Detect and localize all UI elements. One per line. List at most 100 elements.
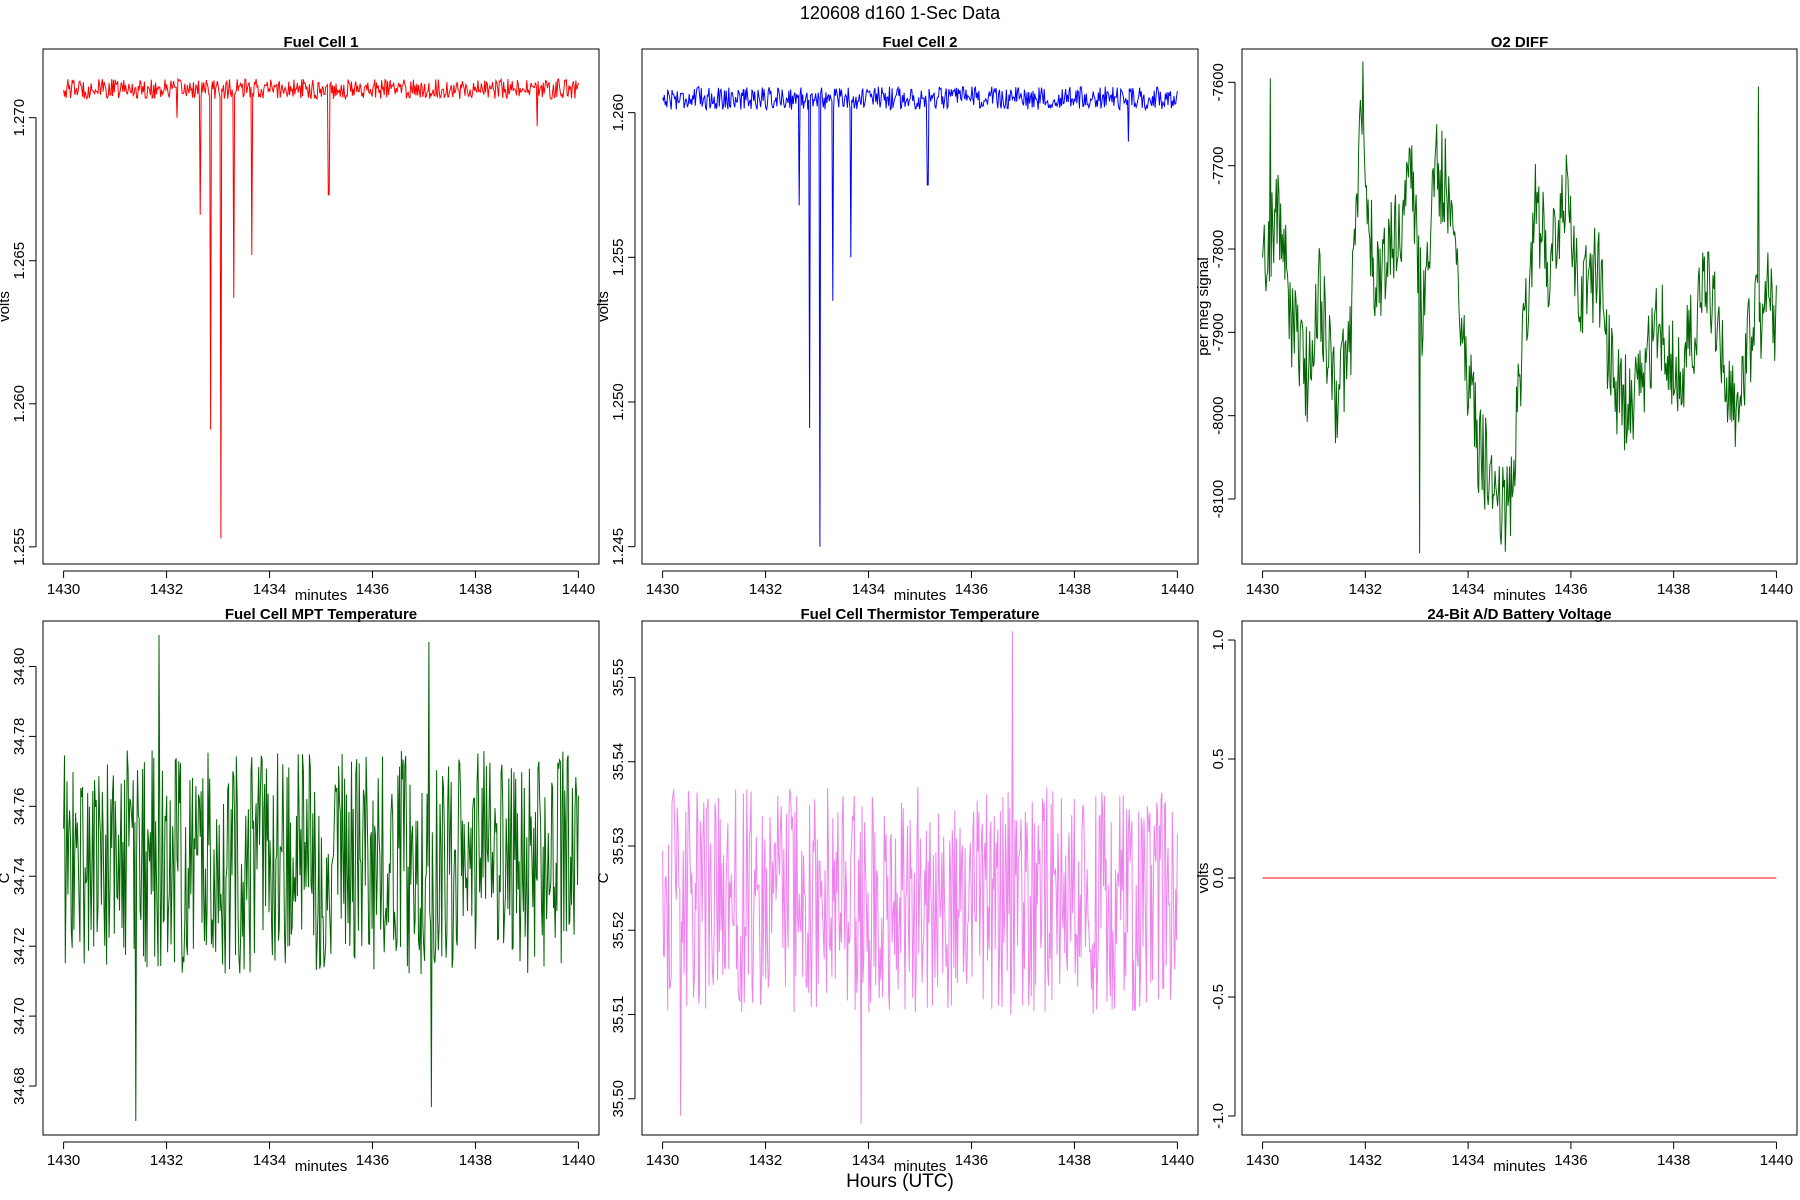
x-tick-label: 1438: [459, 581, 492, 598]
chart-fuel-cell-mpt-temperature: Fuel Cell MPT Temperature 1430 1432 1434 143…: [0, 606, 600, 1175]
x-tick-label: 1440: [1760, 581, 1793, 598]
x-tick-label: 1438: [459, 1152, 492, 1169]
x-tick-label: 1436: [356, 581, 389, 598]
chart-fuel-cell-thermistor-temperature: Fuel Cell Thermistor Temperature 1430 1432…: [595, 606, 1199, 1175]
x-axis-label: minutes: [894, 1158, 947, 1175]
x-tick-label: 1440: [562, 1152, 595, 1169]
y-tick-label: -8000: [1210, 396, 1227, 434]
chart-panels: Fuel Cell 1 1430 1432 1434 1436 1438 1440 minut…: [0, 34, 1798, 1175]
y-axis-label: volts: [0, 291, 13, 322]
y-axis-label: C: [595, 872, 612, 883]
y-tick-label: 35.51: [610, 996, 627, 1034]
series-line-fuel-cell-thermistor-temperature: [662, 631, 1178, 1125]
panel-title: Fuel Cell 1: [283, 34, 358, 51]
y-tick-label: 1.260: [610, 94, 627, 132]
x-tick-label: 1434: [253, 1152, 286, 1169]
series-line-fuel-cell-mpt-temperature: [63, 634, 579, 1122]
y-tick-label: 34.70: [11, 997, 28, 1035]
x-tick-label: 1436: [1554, 1152, 1587, 1169]
panel-title: 24-Bit A/D Battery Voltage: [1427, 606, 1611, 623]
chart-fuel-cell-1: Fuel Cell 1 1430 1432 1434 1436 1438 1440 minut…: [0, 34, 600, 604]
y-tick-label: -7600: [1210, 63, 1227, 101]
y-axis-label: per meg signal: [1195, 257, 1212, 355]
y-tick-label: 34.72: [11, 927, 28, 965]
x-tick-label: 1434: [852, 1152, 885, 1169]
y-tick-label: 35.54: [610, 743, 627, 781]
y-tick-label: 35.55: [610, 659, 627, 697]
y-tick-label: 1.250: [610, 383, 627, 421]
x-axis-label: minutes: [295, 1158, 348, 1175]
panel-title: Fuel Cell Thermistor Temperature: [801, 606, 1040, 623]
y-axis-label: C: [0, 872, 13, 883]
chart-24-bit-a-d-battery-voltage: 24-Bit A/D Battery Voltage 1430 1432 1434 14…: [1195, 606, 1798, 1175]
x-tick-label: 1430: [1246, 581, 1279, 598]
x-tick-label: 1432: [150, 1152, 183, 1169]
x-tick-label: 1438: [1657, 581, 1690, 598]
x-tick-label: 1432: [1349, 581, 1382, 598]
series-line-fuel-cell-2: [662, 85, 1178, 547]
x-tick-label: 1434: [1451, 1152, 1484, 1169]
chart-o2-diff: O2 DIFF 1430 1432 1434 1436 1438 1440 minutes -8…: [1195, 34, 1798, 604]
y-tick-label: 1.270: [11, 99, 28, 137]
x-axis-label: minutes: [295, 587, 348, 604]
x-tick-label: 1430: [47, 581, 80, 598]
x-tick-label: 1432: [749, 581, 782, 598]
panel-title: Fuel Cell 2: [882, 34, 957, 51]
x-axis-label: minutes: [1493, 1158, 1546, 1175]
y-tick-label: 1.255: [11, 528, 28, 566]
y-tick-label: 34.80: [11, 648, 28, 686]
y-tick-label: 34.74: [11, 857, 28, 895]
y-tick-label: 1.0: [1210, 630, 1227, 651]
plot-frame: [1241, 620, 1798, 1136]
y-tick-label: 35.50: [610, 1080, 627, 1118]
x-tick-label: 1432: [1349, 1152, 1382, 1169]
y-tick-label: 35.52: [610, 911, 627, 949]
y-tick-label: 1.245: [610, 528, 627, 566]
y-axis-label: volts: [595, 291, 612, 322]
x-tick-label: 1432: [150, 581, 183, 598]
x-tick-label: 1436: [955, 1152, 988, 1169]
plot-frame: [42, 48, 600, 565]
x-tick-label: 1438: [1657, 1152, 1690, 1169]
y-tick-label: -1.0: [1210, 1103, 1227, 1129]
x-tick-label: 1436: [955, 581, 988, 598]
x-tick-label: 1438: [1058, 581, 1091, 598]
y-tick-label: -7900: [1210, 313, 1227, 351]
y-tick-label: 1.265: [11, 242, 28, 280]
x-tick-label: 1436: [1554, 581, 1587, 598]
x-axis-label: minutes: [894, 587, 947, 604]
x-tick-label: 1430: [646, 581, 679, 598]
y-tick-label: -0.5: [1210, 984, 1227, 1010]
x-tick-label: 1434: [253, 581, 286, 598]
panel-title: O2 DIFF: [1491, 34, 1549, 51]
plot-frame: [1241, 48, 1798, 565]
x-tick-label: 1430: [646, 1152, 679, 1169]
x-axis-label: minutes: [1493, 587, 1546, 604]
y-axis-label: volts: [1195, 863, 1212, 894]
plot-frame: [42, 620, 600, 1136]
x-tick-label: 1438: [1058, 1152, 1091, 1169]
x-tick-label: 1440: [1760, 1152, 1793, 1169]
y-tick-label: 35.53: [610, 827, 627, 865]
y-tick-label: -7800: [1210, 230, 1227, 268]
y-tick-label: -8100: [1210, 480, 1227, 518]
x-tick-label: 1430: [47, 1152, 80, 1169]
y-tick-label: 34.68: [11, 1067, 28, 1105]
figure-title: 120608 d160 1-Sec Data: [800, 3, 1001, 23]
x-tick-label: 1430: [1246, 1152, 1279, 1169]
chart-fuel-cell-2: Fuel Cell 2 1430 1432 1434 1436 1438 1440 minut…: [595, 34, 1199, 604]
x-tick-label: 1434: [852, 581, 885, 598]
x-tick-label: 1440: [562, 581, 595, 598]
figure-x-label: Hours (UTC): [846, 1171, 954, 1192]
x-tick-label: 1440: [1161, 1152, 1194, 1169]
plot-frame: [641, 48, 1199, 565]
y-tick-label: 1.260: [11, 385, 28, 423]
y-tick-label: 0.5: [1210, 749, 1227, 770]
x-tick-label: 1434: [1451, 581, 1484, 598]
panel-title: Fuel Cell MPT Temperature: [225, 606, 417, 623]
y-tick-label: 1.255: [610, 239, 627, 277]
y-tick-label: -7700: [1210, 146, 1227, 184]
x-tick-label: 1436: [356, 1152, 389, 1169]
series-line-o2-diff: [1262, 61, 1777, 554]
